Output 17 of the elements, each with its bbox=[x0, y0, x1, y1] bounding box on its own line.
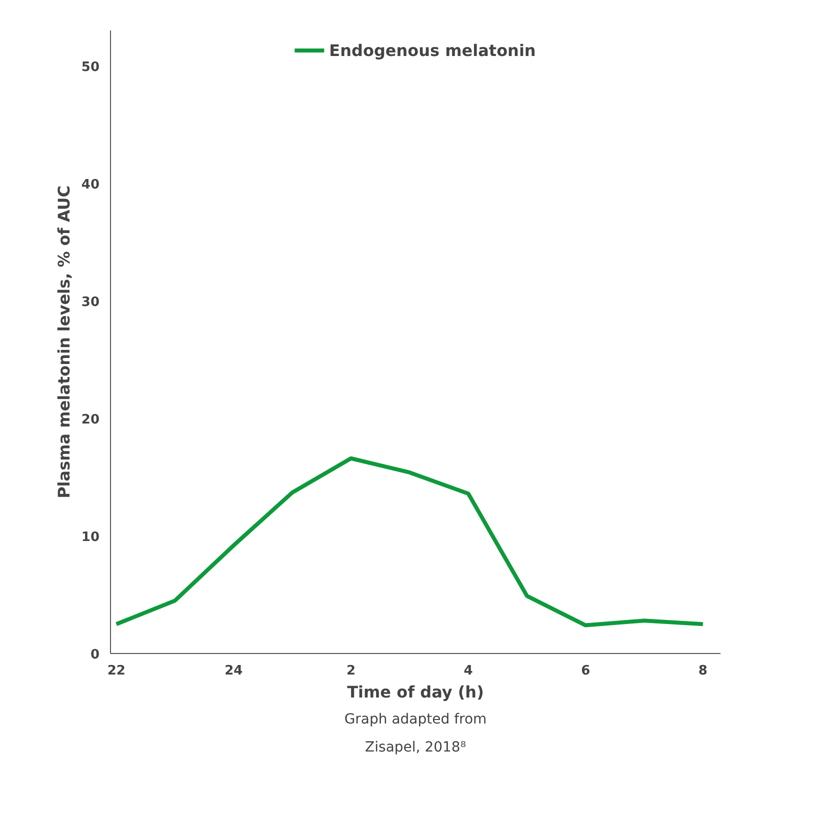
x-tick-label: 2 bbox=[346, 664, 356, 678]
y-axis-title: Plasma melatonin levels, % of AUC bbox=[54, 186, 74, 498]
y-tick-label: 50 bbox=[81, 60, 100, 75]
line-series bbox=[114, 456, 705, 628]
text: Graph adapted from Zisapel, 2018⁸ bbox=[344, 712, 487, 756]
y-tick-label: 0 bbox=[90, 648, 100, 662]
x-tick-label: 8 bbox=[698, 664, 708, 678]
x-axis-title: Time of day (h) bbox=[347, 682, 484, 702]
x-tick-label: 4 bbox=[464, 664, 473, 678]
y-tick-label: 40 bbox=[81, 177, 100, 192]
y-tick-label: 20 bbox=[81, 412, 100, 428]
legend-label: Endogenous melatonin bbox=[329, 40, 536, 60]
x-tick-label: 22 bbox=[107, 664, 126, 678]
y-tick-label: 10 bbox=[81, 530, 100, 545]
y-tick-label: 30 bbox=[81, 294, 100, 310]
x-tick-label: 6 bbox=[581, 664, 590, 678]
x-tick-label: 24 bbox=[224, 664, 243, 678]
